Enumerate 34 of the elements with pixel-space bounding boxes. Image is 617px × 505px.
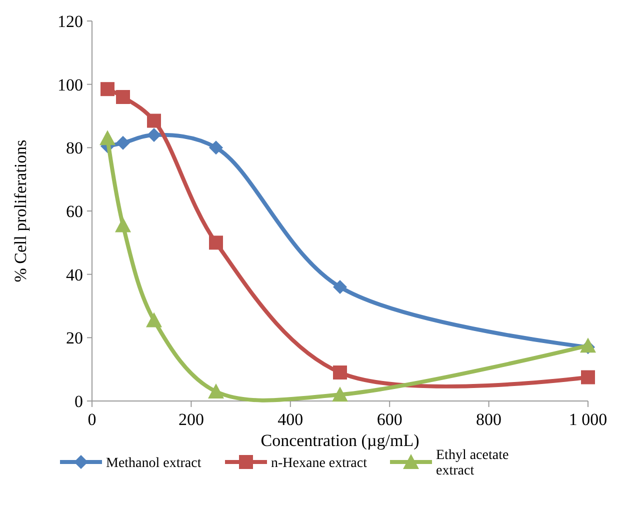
y-tick-label: 40 xyxy=(66,265,83,284)
point xyxy=(581,370,595,384)
point xyxy=(116,90,130,104)
legend-label: Methanol extract xyxy=(106,456,202,471)
legend-label: n-Hexane extract xyxy=(271,456,368,471)
point xyxy=(332,386,348,402)
x-tick-label: 1 000 xyxy=(568,410,608,429)
point xyxy=(208,384,224,398)
point xyxy=(116,136,130,150)
point xyxy=(209,236,223,250)
y-tick-label: 100 xyxy=(58,75,83,94)
point xyxy=(209,140,223,155)
x-tick-label: 200 xyxy=(178,410,204,429)
y-tick-label: 60 xyxy=(66,202,83,221)
y-axis-title: % Cell proliferations xyxy=(11,140,30,282)
point xyxy=(100,130,116,146)
point xyxy=(146,312,162,328)
x-tick-label: 800 xyxy=(476,410,502,429)
point xyxy=(147,114,161,128)
x-tick-label: 600 xyxy=(376,410,402,429)
y-tick-label: 0 xyxy=(74,392,83,411)
x-tick-label: 400 xyxy=(278,410,304,429)
point xyxy=(115,217,131,232)
legend-label: Ethyl acetate extract xyxy=(436,448,509,478)
point xyxy=(147,128,161,142)
point xyxy=(100,82,114,96)
y-tick-label: 120 xyxy=(58,12,83,31)
y-tick-label: 80 xyxy=(66,138,83,158)
x-tick-label: 0 xyxy=(88,410,96,429)
point xyxy=(333,366,347,380)
x-axis-title: Concentration (µg/mL) xyxy=(260,431,420,450)
point xyxy=(580,338,596,353)
y-tick-label: 20 xyxy=(66,328,83,348)
point xyxy=(333,280,347,294)
